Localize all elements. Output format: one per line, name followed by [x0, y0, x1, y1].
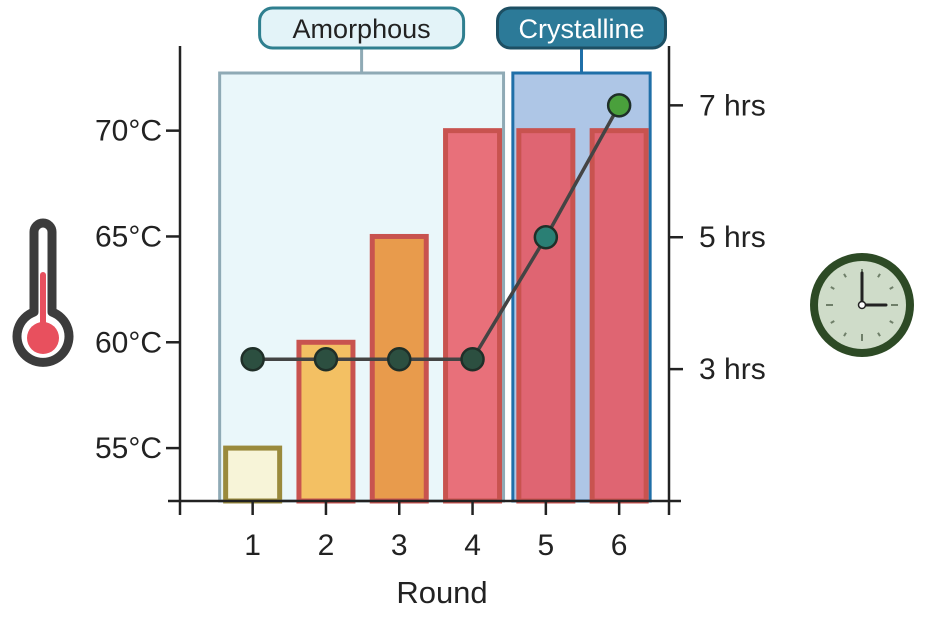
- temperature-tick-label: 70°C: [95, 115, 162, 148]
- time-point-round-5: [533, 224, 559, 250]
- round-tick-label: 6: [611, 529, 628, 562]
- time-tick-label: 5 hrs: [699, 221, 766, 254]
- temperature-tick-label: 55°C: [95, 432, 162, 465]
- bar-round-1: [223, 445, 283, 504]
- region-label-crystalline: Crystalline: [518, 14, 644, 44]
- time-point-round-4: [460, 346, 485, 372]
- region-label-box-crystalline: [496, 6, 667, 50]
- region-boxes: [218, 71, 652, 503]
- axes: 55°C 60°C 65°C 70°C 3 hrs 5 hrs 7 hrs 1 2 3 4 5 6: [95, 46, 766, 562]
- time-line-series: [240, 93, 632, 372]
- time-tick-label: 3 hrs: [699, 353, 766, 386]
- temperature-tick-label: 60°C: [95, 326, 162, 359]
- time-point-round-1: [240, 346, 265, 372]
- round-tick-label: 3: [391, 529, 408, 562]
- round-tick-label: 4: [464, 529, 481, 562]
- clock-icon: [810, 253, 914, 357]
- temperature-tick-label: 65°C: [95, 220, 162, 253]
- x-axis-title: Round: [396, 575, 487, 610]
- time-point-round-3: [387, 346, 412, 372]
- round-tick-label: 1: [244, 529, 261, 562]
- time-point-round-6: [606, 93, 632, 118]
- round-tick-label: 5: [538, 529, 555, 562]
- region-label-box-amorphous: [258, 6, 466, 50]
- round-tick-label: 2: [318, 529, 335, 562]
- bar-round-2: [296, 339, 356, 504]
- bars: [223, 128, 649, 504]
- thermometer-icon: [12, 218, 74, 367]
- region-label-amorphous: Amorphous: [293, 14, 431, 44]
- bar-round-6: [589, 128, 649, 504]
- bar-round-4: [443, 128, 503, 504]
- time-point-round-2: [313, 346, 339, 372]
- time-tick-label: 7 hrs: [699, 89, 766, 122]
- region-labels: Amorphous Crystalline: [258, 6, 667, 73]
- bar-round-5: [516, 128, 576, 504]
